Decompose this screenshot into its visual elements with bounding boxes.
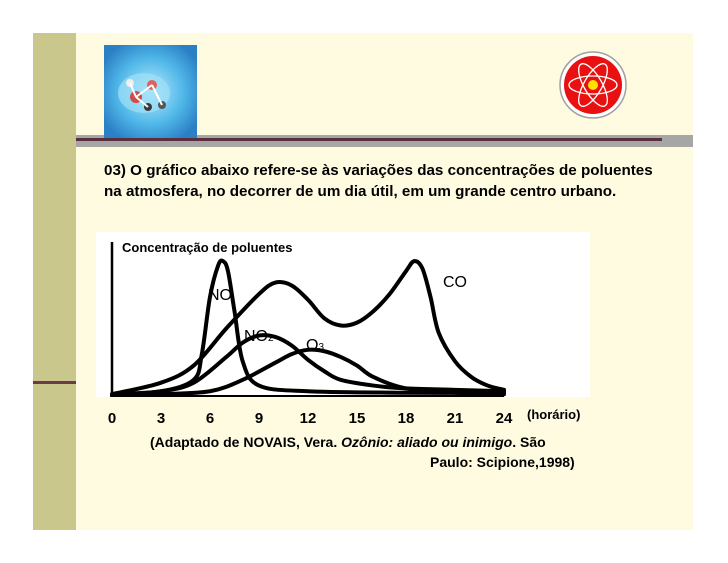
citation-line-1: (Adaptado de NOVAIS, Vera. Ozônio: aliad… (150, 432, 546, 452)
series-line-co-0 (110, 259, 506, 397)
series-line-no-1 (110, 258, 506, 397)
molecule-image (104, 45, 197, 138)
sidebar-accent (33, 381, 76, 384)
header-rule (76, 138, 662, 141)
question-text: 03) O gráfico abaixo refere-se às variaç… (104, 162, 653, 200)
citation-title: Ozônio: aliado ou inimigo (341, 434, 513, 450)
series-label-no: NO (208, 287, 232, 304)
citation-prefix: (Adaptado de NOVAIS, Vera. (150, 434, 342, 450)
y-axis-label: Concentração de poluentes (122, 240, 292, 255)
citation-line-2: Paulo: Scipione,1998) (430, 454, 575, 470)
pollutant-chart: Concentração de poluentes CO NO NO2 O3 (110, 240, 506, 397)
citation-suffix: . São (512, 434, 546, 450)
chart-panel: Concentração de poluentes CO NO NO2 O3 (96, 232, 590, 397)
header-divider-end (662, 135, 693, 147)
atom-logo-icon (558, 50, 628, 120)
slide-sidebar (33, 33, 76, 530)
series-label-no: NO2 (244, 328, 274, 345)
series-line-o-3 (110, 347, 506, 397)
series-label-co: CO (443, 274, 467, 291)
series-label-o: O3 (306, 337, 324, 354)
